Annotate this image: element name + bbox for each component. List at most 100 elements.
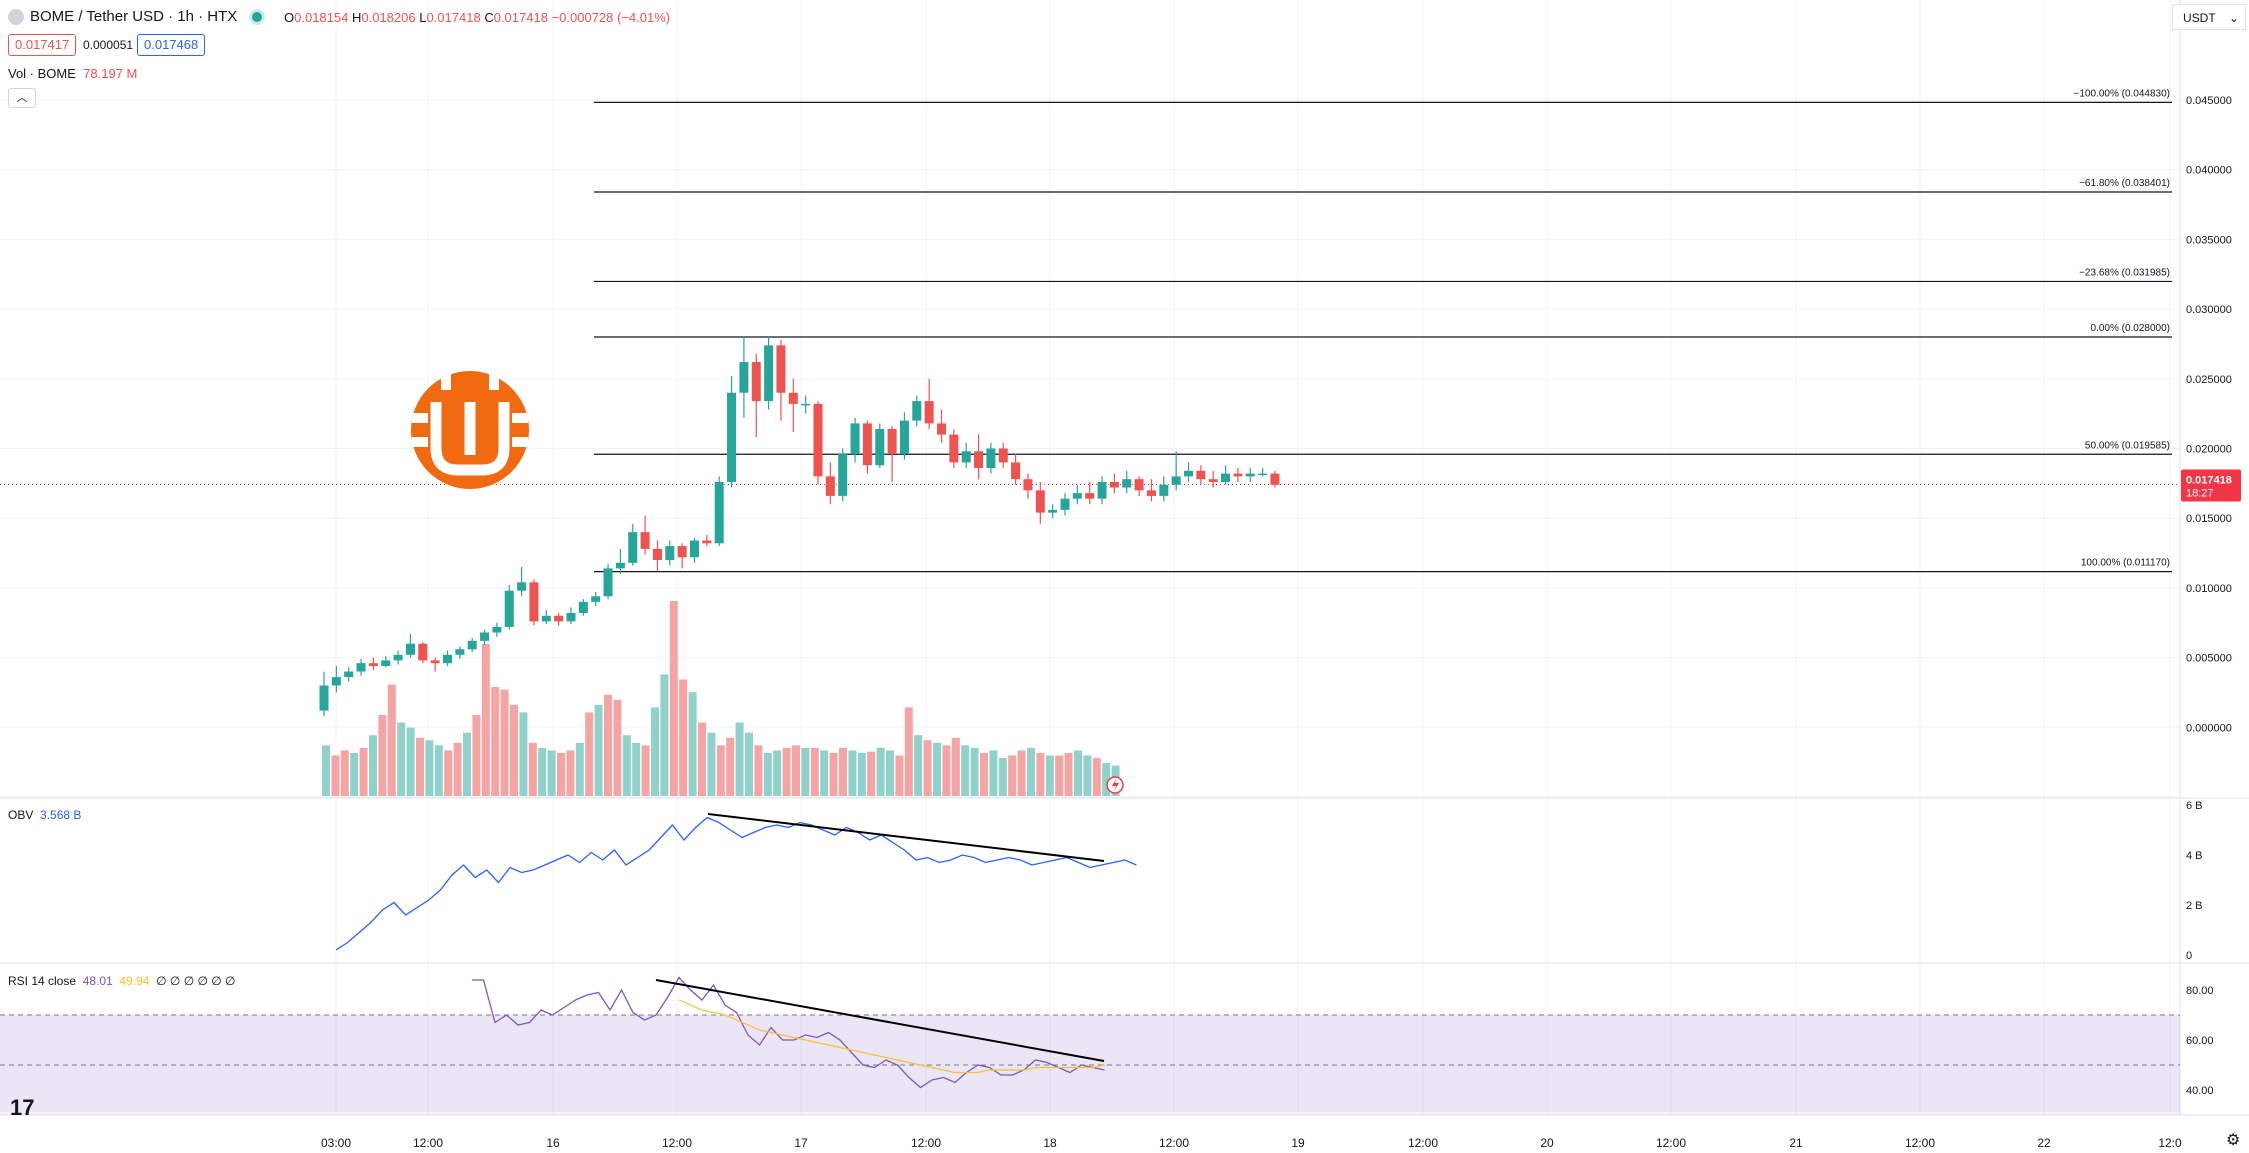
candle-body bbox=[566, 612, 576, 622]
ohlc-legend: O0.018154 H0.018206 L0.017418 C0.017418 … bbox=[284, 10, 671, 25]
volume-bar bbox=[538, 747, 547, 796]
volume-bar bbox=[519, 712, 528, 796]
candle-body bbox=[628, 532, 638, 563]
volume-bar bbox=[820, 750, 829, 796]
candle-body bbox=[1171, 476, 1181, 485]
candle-body bbox=[998, 448, 1008, 463]
price-axis-label: 0.035000 bbox=[2186, 234, 2232, 246]
price-tag-value: 0.017418 bbox=[2186, 474, 2232, 486]
fib-level-label: −23.68% (0.031985) bbox=[2079, 267, 2170, 278]
candle-body bbox=[1085, 493, 1095, 499]
rsi-legend[interactable]: RSI 14 close 48.01 49.94 ∅ ∅ ∅ ∅ ∅ ∅ bbox=[8, 974, 236, 988]
time-axis-label: 12:00 bbox=[911, 1136, 941, 1150]
candle-body bbox=[1221, 473, 1231, 482]
obv-legend[interactable]: OBV 3.568 B bbox=[8, 808, 82, 822]
candle-body bbox=[1258, 473, 1268, 476]
candle-body bbox=[887, 428, 897, 455]
candle-body bbox=[862, 423, 872, 466]
volume-bar bbox=[444, 750, 453, 796]
rsi-trendline bbox=[655, 979, 1105, 1062]
currency-unit-button[interactable]: USDT ⌄ bbox=[2172, 4, 2246, 30]
time-axis-label: 17 bbox=[794, 1136, 808, 1150]
candle-body bbox=[1023, 479, 1033, 491]
candle-body bbox=[702, 540, 712, 544]
volume-bar bbox=[585, 712, 594, 796]
candle-body bbox=[381, 660, 391, 666]
rsi-axis-label: 40.00 bbox=[2186, 1085, 2214, 1097]
candle-body bbox=[1097, 481, 1107, 499]
candle-body bbox=[492, 626, 502, 633]
volume-bar bbox=[434, 745, 443, 796]
candle-body bbox=[714, 481, 724, 544]
volume-bar bbox=[453, 742, 462, 796]
candle-body bbox=[1048, 509, 1058, 513]
time-axis-label: 20 bbox=[1540, 1136, 1554, 1150]
buy-price-button[interactable]: 0.017468 bbox=[137, 34, 206, 56]
fib-level-label: 50.00% (0.019585) bbox=[2085, 440, 2170, 451]
volume-bar bbox=[989, 750, 998, 796]
volume-bar bbox=[641, 745, 650, 796]
symbol-title[interactable]: BOME / Tether USD · 1h · HTX bbox=[30, 8, 238, 25]
candle-body bbox=[1134, 479, 1144, 491]
price-axis-label: 0.005000 bbox=[2186, 653, 2232, 665]
volume-bar bbox=[660, 674, 669, 796]
candle-body bbox=[393, 654, 403, 661]
volume-bar bbox=[481, 644, 490, 796]
volume-bar bbox=[904, 707, 913, 796]
price-axis-label: 0.030000 bbox=[2186, 304, 2232, 316]
volume-bar bbox=[867, 751, 876, 796]
time-axis-label: 12:00 bbox=[1905, 1136, 1935, 1150]
time-axis-label: 16 bbox=[546, 1136, 560, 1150]
candle-body bbox=[615, 562, 625, 569]
candle-body bbox=[603, 568, 613, 597]
volume-bar bbox=[829, 752, 838, 796]
volume-bar bbox=[792, 745, 800, 796]
candle-body bbox=[986, 448, 996, 469]
volume-bar bbox=[857, 752, 866, 796]
gear-icon[interactable]: ⚙ bbox=[2226, 1132, 2241, 1149]
candle-body bbox=[430, 660, 440, 664]
volume-bar bbox=[707, 732, 716, 796]
chevron-up-icon[interactable]: ︿ bbox=[8, 88, 36, 108]
tradingview-logo[interactable]: 17 bbox=[10, 1095, 35, 1120]
volume-bar bbox=[632, 742, 641, 796]
price-axis-label: 0.015000 bbox=[2186, 513, 2232, 525]
candle-body bbox=[751, 362, 761, 402]
volume-bar bbox=[754, 745, 763, 796]
rsi-ma-line bbox=[678, 999, 1105, 1074]
volume-bar bbox=[1055, 755, 1064, 796]
candle-body bbox=[690, 540, 699, 558]
chevron-down-icon: ⌄ bbox=[2228, 11, 2239, 25]
candle-body bbox=[504, 590, 514, 627]
time-axis-label: 21 bbox=[1789, 1136, 1803, 1150]
candle-body bbox=[1184, 470, 1193, 477]
obv-axis-label: 6 B bbox=[2186, 800, 2203, 812]
volume-bar bbox=[745, 732, 753, 796]
volume-bar bbox=[688, 692, 697, 796]
sell-price-button[interactable]: 0.017417 bbox=[8, 34, 77, 56]
rsi-axis-label: 80.00 bbox=[2186, 985, 2214, 997]
volume-bar bbox=[1017, 750, 1026, 796]
candle-body bbox=[1270, 473, 1280, 485]
volume-bar bbox=[491, 687, 500, 796]
candle-body bbox=[541, 615, 551, 622]
volume-bar bbox=[613, 699, 622, 796]
volume-bar bbox=[1008, 755, 1017, 796]
volume-bar bbox=[575, 742, 584, 796]
volume-bar bbox=[463, 732, 471, 796]
candle-body bbox=[677, 546, 687, 558]
price-axis-label: 0.045000 bbox=[2186, 95, 2232, 107]
volume-bar bbox=[1102, 763, 1111, 796]
candle-body bbox=[368, 663, 378, 666]
volume-bar bbox=[1074, 750, 1082, 796]
volume-bar bbox=[1045, 755, 1054, 796]
candle-body bbox=[591, 596, 601, 602]
market-open-indicator bbox=[252, 12, 262, 22]
volume-bar bbox=[810, 747, 819, 796]
price-axis-label: 0.040000 bbox=[2186, 165, 2232, 177]
volume-legend: Vol · BOME 78.197 M bbox=[8, 66, 138, 81]
candle-body bbox=[1035, 490, 1045, 513]
candle-body bbox=[652, 548, 662, 561]
time-axis-label: 12:00 bbox=[662, 1136, 692, 1150]
